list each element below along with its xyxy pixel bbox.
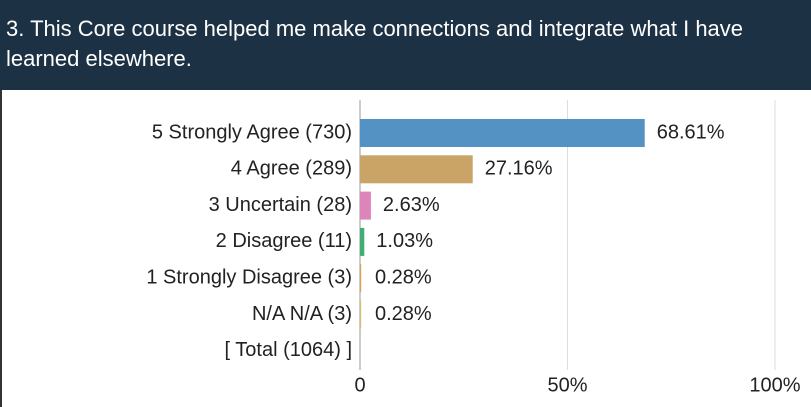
bar xyxy=(360,119,645,147)
category-label: 1 Strongly Disagree (3) xyxy=(146,266,352,288)
category-label: 5 Strongly Agree (730) xyxy=(152,121,352,143)
question-header: 3. This Core course helped me make conne… xyxy=(0,0,811,90)
value-label: 27.16% xyxy=(485,158,553,180)
category-label: 3 Uncertain (28) xyxy=(209,194,352,216)
value-label: 1.03% xyxy=(376,230,433,252)
bar xyxy=(360,155,473,184)
x-tick-label: 50% xyxy=(547,374,587,396)
value-label: 2.63% xyxy=(383,194,440,216)
category-label: N/A N/A (3) xyxy=(252,303,352,325)
question-title: 3. This Core course helped me make conne… xyxy=(6,16,744,71)
value-label: 0.28% xyxy=(375,303,432,325)
category-label: [ Total (1064) ] xyxy=(225,339,352,361)
bar xyxy=(360,300,362,329)
category-label: 4 Agree (289) xyxy=(231,158,352,180)
x-tick-label: 100% xyxy=(749,374,800,396)
value-label: 0.28% xyxy=(375,266,432,288)
value-label: 68.61% xyxy=(657,121,725,143)
bar xyxy=(360,264,362,293)
bar xyxy=(360,191,371,220)
category-label: 2 Disagree (11) xyxy=(216,230,352,252)
x-tick-label: 0 xyxy=(354,374,365,396)
bar xyxy=(360,227,365,256)
